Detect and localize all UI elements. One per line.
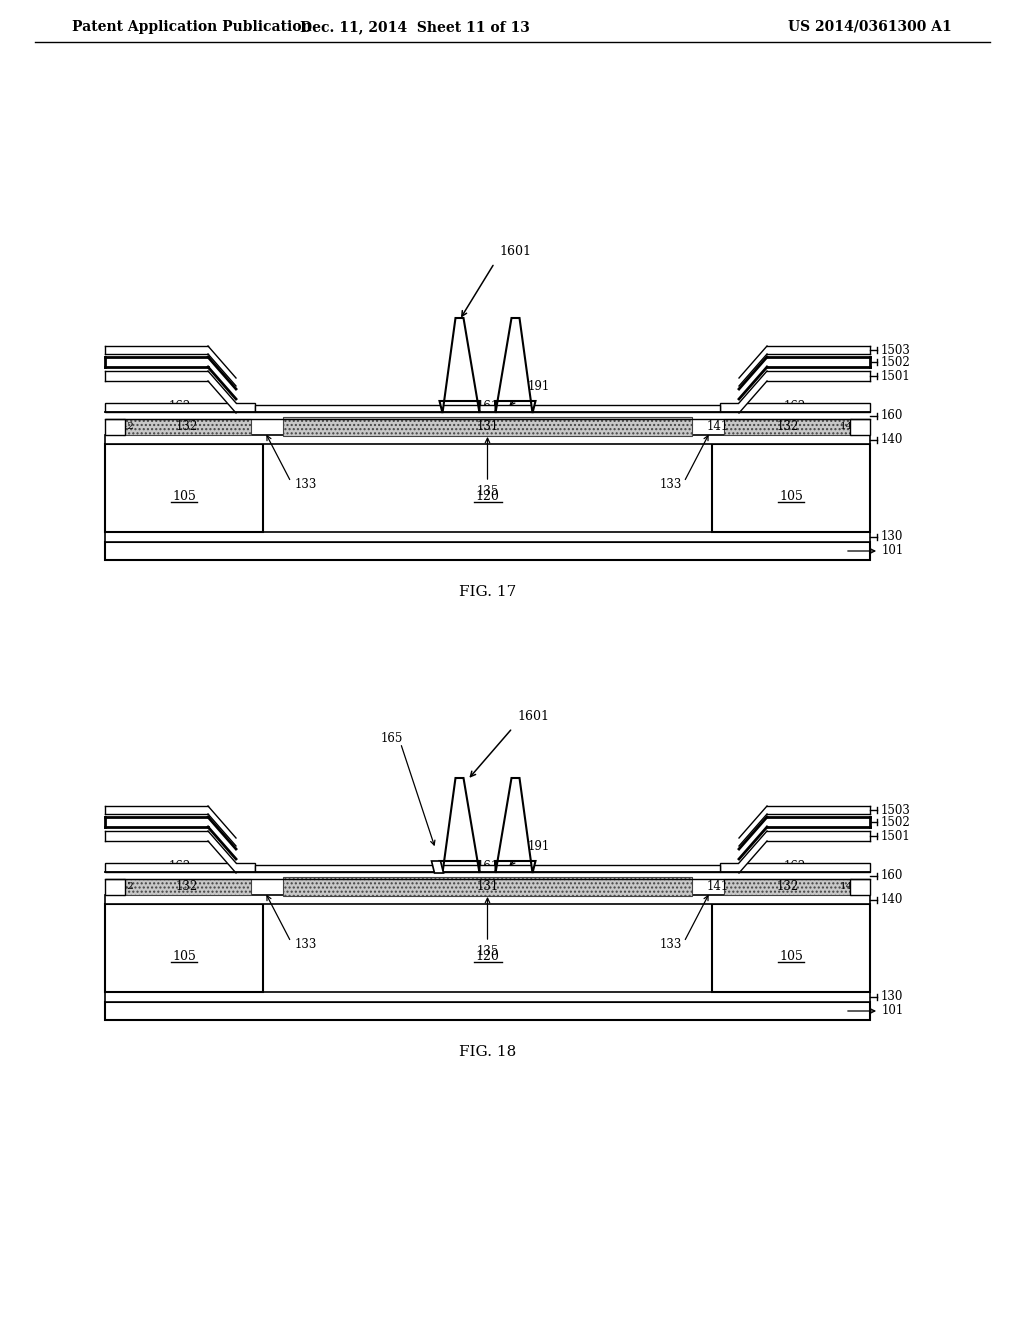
Polygon shape — [739, 817, 767, 859]
Bar — [105, 904, 263, 993]
Polygon shape — [739, 356, 767, 399]
Text: 120: 120 — [475, 491, 500, 503]
Bar — [255, 405, 720, 412]
Bar — [720, 863, 870, 873]
Text: 133: 133 — [295, 937, 317, 950]
Bar — [123, 418, 251, 436]
Text: 133: 133 — [660, 937, 682, 950]
Text: 105: 105 — [779, 950, 803, 964]
Text: 162: 162 — [169, 400, 191, 412]
Polygon shape — [431, 861, 443, 873]
Bar — [105, 532, 870, 543]
Bar — [724, 879, 852, 895]
Text: 142: 142 — [840, 422, 860, 432]
Text: 105: 105 — [172, 491, 196, 503]
Text: 133: 133 — [295, 478, 317, 491]
Bar — [850, 879, 870, 895]
Text: 140: 140 — [881, 433, 903, 446]
Polygon shape — [739, 346, 767, 385]
Polygon shape — [439, 777, 479, 873]
Text: 1503: 1503 — [881, 804, 911, 817]
Text: 191: 191 — [527, 840, 550, 853]
Text: 131: 131 — [476, 420, 499, 433]
Text: 1501: 1501 — [881, 829, 910, 842]
Bar — [105, 543, 870, 560]
Bar — [720, 403, 870, 412]
Text: Patent Application Publication: Patent Application Publication — [72, 20, 311, 34]
Text: 130: 130 — [881, 990, 903, 1003]
Text: 162: 162 — [169, 859, 191, 873]
Text: 101: 101 — [882, 1005, 904, 1018]
Bar — [105, 418, 125, 436]
Polygon shape — [208, 807, 236, 846]
Text: 160: 160 — [881, 869, 903, 882]
Text: 142: 142 — [115, 422, 135, 432]
Bar — [850, 418, 870, 436]
Text: 132: 132 — [777, 879, 799, 892]
Text: US 2014/0361300 A1: US 2014/0361300 A1 — [788, 20, 952, 34]
Text: 140: 140 — [881, 894, 903, 906]
Polygon shape — [496, 777, 536, 873]
Polygon shape — [208, 346, 236, 385]
Text: 132: 132 — [777, 420, 799, 433]
Text: 1601: 1601 — [500, 246, 531, 257]
Text: 1601: 1601 — [517, 710, 550, 723]
Bar — [712, 904, 870, 993]
Text: 132: 132 — [176, 879, 198, 892]
Bar — [105, 403, 255, 412]
Polygon shape — [739, 832, 767, 873]
Bar — [105, 1002, 870, 1020]
Bar — [283, 876, 692, 896]
Text: FIG. 18: FIG. 18 — [459, 1045, 516, 1059]
Text: 161: 161 — [476, 859, 499, 873]
Text: 1502: 1502 — [881, 355, 910, 368]
Bar — [105, 895, 870, 904]
Text: 105: 105 — [172, 950, 196, 964]
Text: FIG. 17: FIG. 17 — [459, 585, 516, 599]
Polygon shape — [496, 318, 536, 413]
Text: 162: 162 — [784, 400, 806, 412]
Text: 120: 120 — [475, 950, 500, 964]
Text: 135: 135 — [476, 484, 499, 498]
Polygon shape — [208, 832, 236, 873]
Polygon shape — [208, 371, 236, 413]
Text: 142: 142 — [840, 882, 860, 891]
Text: 141: 141 — [707, 420, 729, 433]
Bar — [105, 444, 263, 532]
Text: 160: 160 — [881, 409, 903, 422]
Bar — [123, 879, 251, 895]
Bar — [724, 418, 852, 436]
Bar — [105, 436, 870, 444]
Text: 135: 135 — [476, 945, 499, 958]
Text: 132: 132 — [176, 420, 198, 433]
Text: 165: 165 — [381, 731, 402, 744]
Bar — [105, 879, 125, 895]
Bar — [105, 993, 870, 1002]
Text: 142: 142 — [115, 882, 135, 891]
Text: 130: 130 — [881, 531, 903, 544]
Polygon shape — [439, 318, 479, 413]
Text: 133: 133 — [660, 478, 682, 491]
Text: 141: 141 — [707, 879, 729, 892]
Text: 161: 161 — [476, 400, 499, 412]
Polygon shape — [739, 371, 767, 413]
Text: 162: 162 — [784, 859, 806, 873]
Text: 131: 131 — [476, 879, 499, 892]
Bar — [105, 863, 255, 873]
Text: 1502: 1502 — [881, 816, 910, 829]
Bar — [283, 417, 692, 436]
Bar — [255, 865, 720, 873]
Text: 101: 101 — [882, 544, 904, 557]
Polygon shape — [208, 817, 236, 859]
Bar — [712, 444, 870, 532]
Polygon shape — [208, 356, 236, 399]
Text: 1503: 1503 — [881, 343, 911, 356]
Polygon shape — [739, 807, 767, 846]
Text: 1501: 1501 — [881, 370, 910, 383]
Text: 191: 191 — [527, 380, 550, 392]
Text: 105: 105 — [779, 491, 803, 503]
Text: Dec. 11, 2014  Sheet 11 of 13: Dec. 11, 2014 Sheet 11 of 13 — [300, 20, 530, 34]
